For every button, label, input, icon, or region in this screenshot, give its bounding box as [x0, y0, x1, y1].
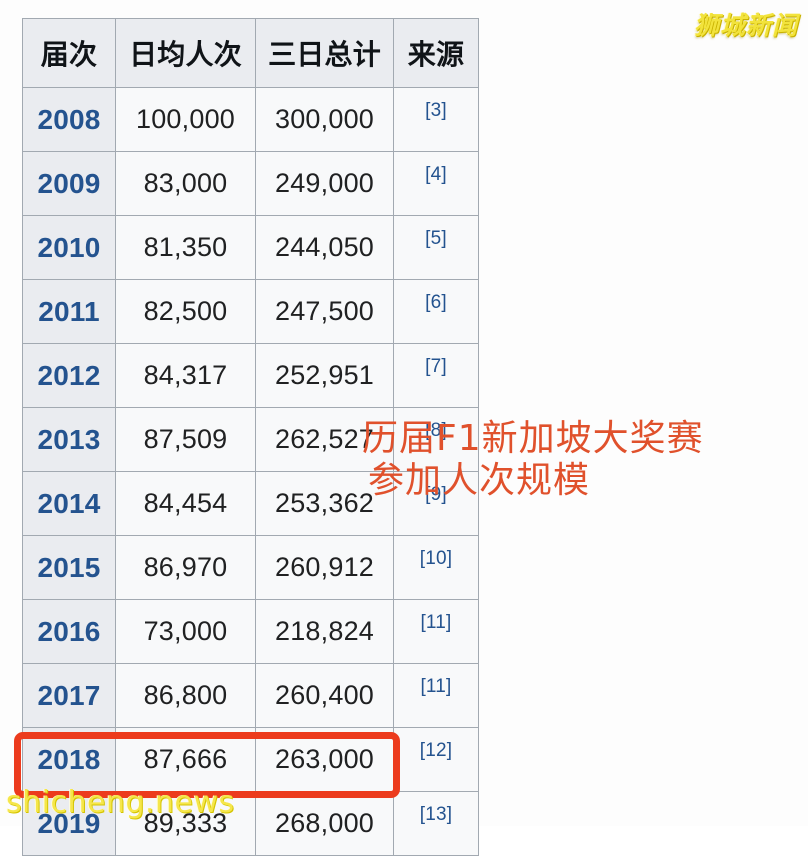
column-header-daily[interactable]: 日均人次 [115, 18, 256, 88]
watermark-top-right: 狮城新闻 [693, 11, 798, 40]
cell-three-day-total: 244,050 [255, 215, 394, 280]
cell-three-day-total: 253,362 [255, 471, 394, 536]
cell-three-day-total: 249,000 [255, 151, 394, 216]
cell-daily-attendance: 87,509 [115, 407, 256, 472]
cell-three-day-total: 252,951 [255, 343, 394, 408]
reference-link[interactable]: [8] [425, 420, 447, 441]
column-header-year[interactable]: 届次 [22, 18, 116, 88]
cell-three-day-total: 260,400 [255, 663, 394, 728]
cell-three-day-total: 218,824 [255, 599, 394, 664]
cell-daily-attendance: 86,970 [115, 535, 256, 600]
cell-year[interactable]: 2008 [22, 87, 116, 152]
reference-link[interactable]: [10] [419, 548, 453, 569]
cell-year[interactable]: 2015 [22, 535, 116, 600]
table-body: 2008 100,000 300,000 [3] 2009 83,000 249,000 [4… [22, 87, 479, 856]
cell-source: [12] [393, 727, 479, 792]
cell-year[interactable]: 2017 [22, 663, 116, 728]
table-header: 届次 日均人次 三日总计 来源 [22, 18, 479, 88]
cell-year[interactable]: 2011 [22, 279, 116, 344]
table-header-row: 届次 日均人次 三日总计 来源 [22, 18, 479, 88]
table-row: 2011 82,500 247,500 [6] [22, 279, 479, 344]
cell-daily-attendance: 84,317 [115, 343, 256, 408]
table-row: 2018 87,666 263,000 [12] [22, 727, 479, 792]
cell-year[interactable]: 2013 [22, 407, 116, 472]
reference-link[interactable]: [4] [425, 164, 447, 185]
table-row: 2017 86,800 260,400 [11] [22, 663, 479, 728]
cell-source: [7] [393, 343, 479, 408]
cell-year[interactable]: 2009 [22, 151, 116, 216]
reference-link[interactable]: [11] [420, 676, 452, 697]
reference-link[interactable]: [5] [425, 228, 447, 249]
cell-source: [4] [393, 151, 479, 216]
cell-three-day-total: 263,000 [255, 727, 394, 792]
reference-link[interactable]: [9] [425, 484, 447, 505]
cell-daily-attendance: 73,000 [115, 599, 256, 664]
column-header-source[interactable]: 来源 [393, 18, 479, 88]
cell-year[interactable]: 2014 [22, 471, 116, 536]
column-header-total[interactable]: 三日总计 [255, 18, 394, 88]
cell-daily-attendance: 86,800 [115, 663, 256, 728]
cell-daily-attendance: 82,500 [115, 279, 256, 344]
table-row: 2016 73,000 218,824 [11] [22, 599, 479, 664]
cell-year[interactable]: 2010 [22, 215, 116, 280]
cell-daily-attendance: 84,454 [115, 471, 256, 536]
cell-year[interactable]: 2016 [22, 599, 116, 664]
cell-source: [8] [393, 407, 479, 472]
watermark-bottom-left: shicheng.news [6, 785, 235, 820]
cell-source: [6] [393, 279, 479, 344]
cell-three-day-total: 268,000 [255, 791, 394, 856]
cell-daily-attendance: 81,350 [115, 215, 256, 280]
cell-source: [5] [393, 215, 479, 280]
table-row: 2010 81,350 244,050 [5] [22, 215, 479, 280]
table-row: 2008 100,000 300,000 [3] [22, 87, 479, 152]
table-row: 2015 86,970 260,912 [10] [22, 535, 479, 600]
cell-three-day-total: 300,000 [255, 87, 394, 152]
reference-link[interactable]: [13] [419, 804, 453, 825]
reference-link[interactable]: [12] [419, 740, 453, 761]
attendance-table: 届次 日均人次 三日总计 来源 2008 100,000 300,000 [3] 200… [22, 18, 479, 856]
table-row: 2009 83,000 249,000 [4] [22, 151, 479, 216]
reference-link[interactable]: [7] [425, 356, 447, 377]
reference-link[interactable]: [11] [420, 612, 452, 633]
cell-daily-attendance: 83,000 [115, 151, 256, 216]
cell-daily-attendance: 100,000 [115, 87, 256, 152]
cell-year[interactable]: 2012 [22, 343, 116, 408]
cell-year[interactable]: 2018 [22, 727, 116, 792]
cell-source: [11] [393, 663, 479, 728]
reference-link[interactable]: [3] [425, 100, 447, 121]
table-row: 2014 84,454 253,362 [9] [22, 471, 479, 536]
reference-link[interactable]: [6] [425, 292, 447, 313]
cell-three-day-total: 260,912 [255, 535, 394, 600]
page-root: 届次 日均人次 三日总计 来源 2008 100,000 300,000 [3] 200… [6, 11, 798, 856]
cell-three-day-total: 247,500 [255, 279, 394, 344]
cell-three-day-total: 262,527 [255, 407, 394, 472]
cell-source: [11] [393, 599, 479, 664]
table-row: 2013 87,509 262,527 [8] [22, 407, 479, 472]
cell-source: [10] [393, 535, 479, 600]
table-row: 2012 84,317 252,951 [7] [22, 343, 479, 408]
cell-daily-attendance: 87,666 [115, 727, 256, 792]
cell-source: [3] [393, 87, 479, 152]
cell-source: [9] [393, 471, 479, 536]
cell-source: [13] [393, 791, 479, 856]
